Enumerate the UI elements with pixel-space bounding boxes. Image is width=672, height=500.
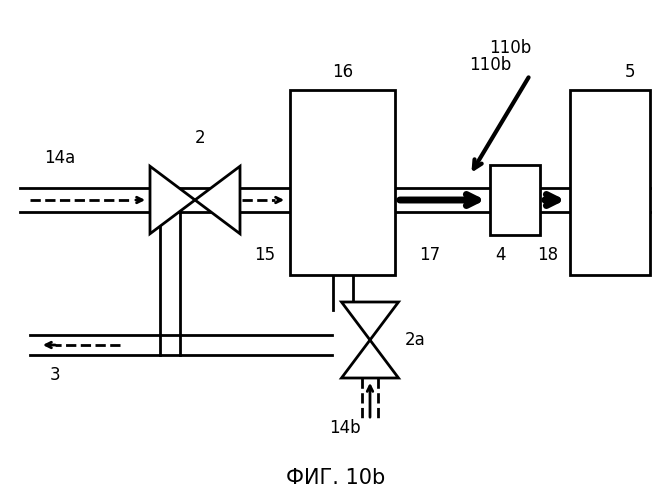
Text: 110b: 110b <box>489 39 531 57</box>
Polygon shape <box>150 166 195 234</box>
Text: 18: 18 <box>538 246 558 264</box>
Text: 17: 17 <box>419 246 441 264</box>
Text: 2: 2 <box>195 129 206 147</box>
Polygon shape <box>341 340 398 378</box>
Text: 2a: 2a <box>405 331 425 349</box>
Text: 4: 4 <box>495 246 505 264</box>
Bar <box>290 90 395 275</box>
Polygon shape <box>195 166 240 234</box>
Text: 110b: 110b <box>469 56 511 74</box>
Bar <box>570 90 650 275</box>
Text: 16: 16 <box>333 63 353 81</box>
Text: 15: 15 <box>255 246 276 264</box>
Text: ФИГ. 10b: ФИГ. 10b <box>286 468 386 488</box>
Text: 5: 5 <box>625 63 635 81</box>
Bar <box>490 165 540 235</box>
Text: 14b: 14b <box>329 419 361 437</box>
Polygon shape <box>341 302 398 340</box>
Text: 14a: 14a <box>44 149 76 167</box>
Text: 3: 3 <box>50 366 60 384</box>
